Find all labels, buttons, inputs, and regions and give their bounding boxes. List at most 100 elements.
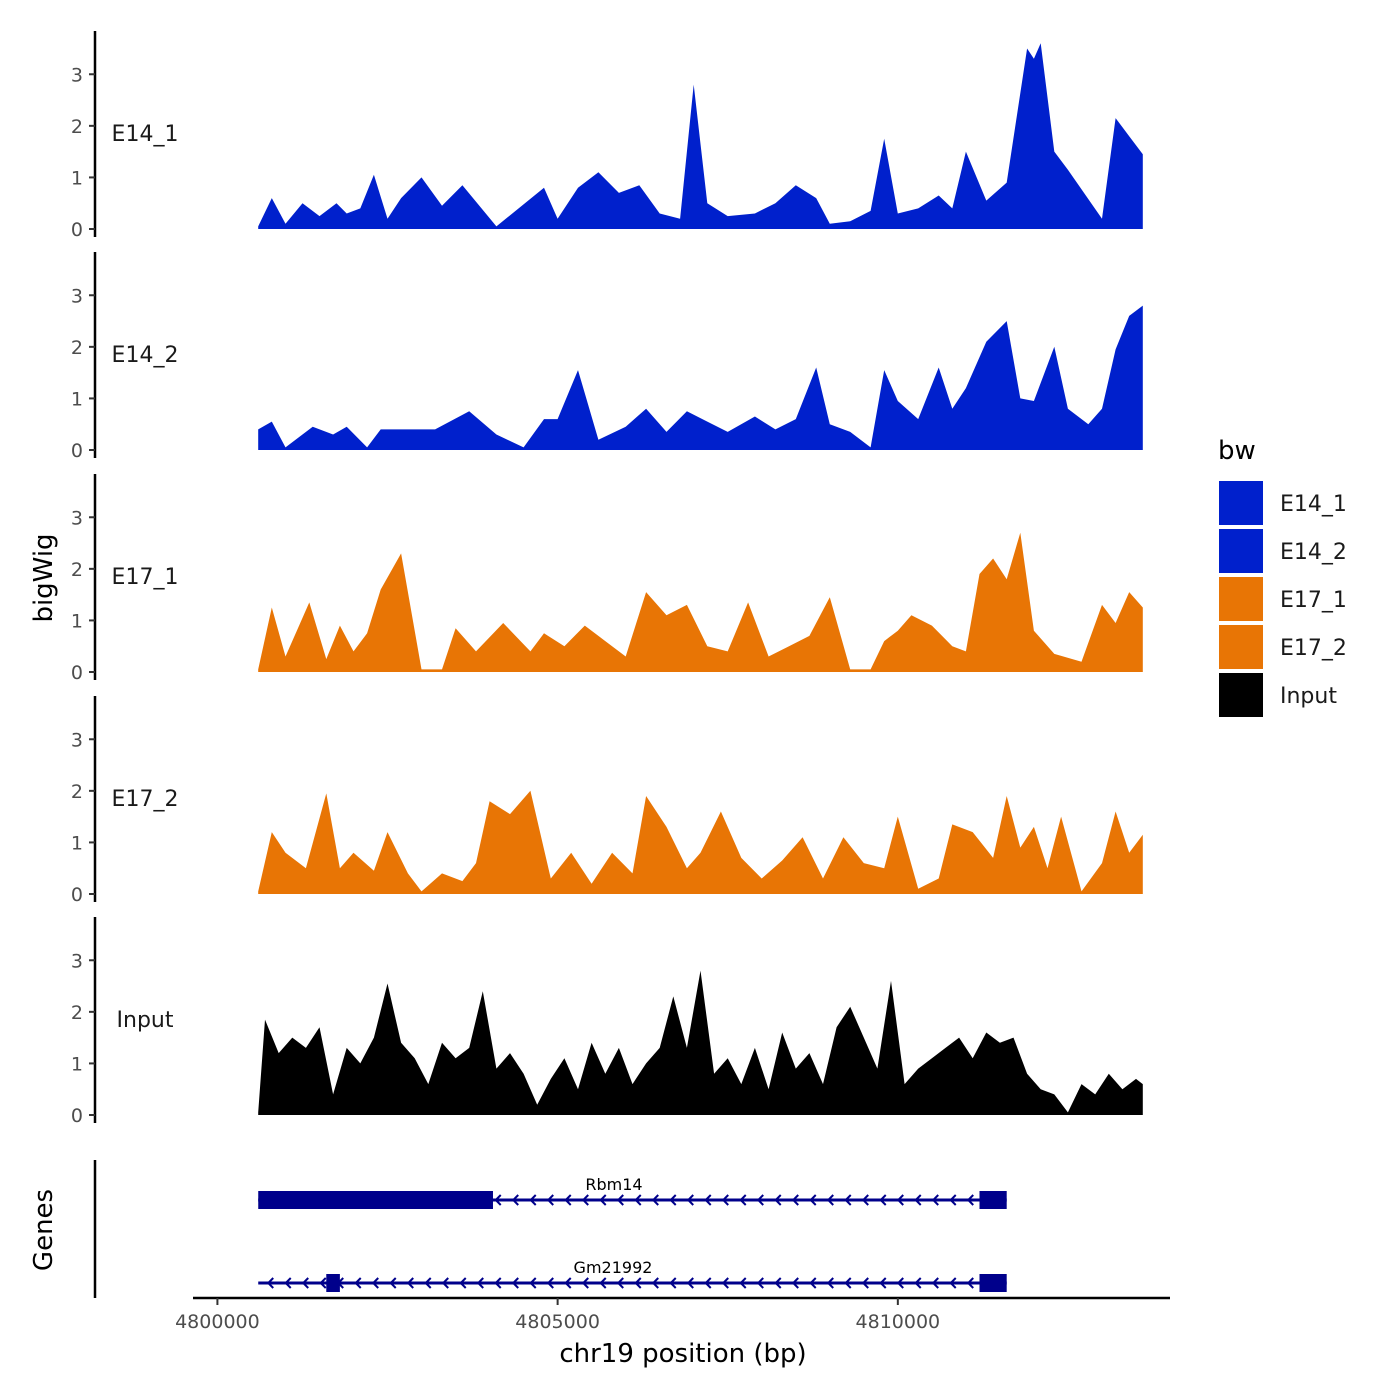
y-tick-label: 0: [71, 1105, 83, 1127]
legend-swatch-input: [1217, 671, 1265, 719]
strand-arrow: [861, 1277, 869, 1289]
gene-rbm14: Rbm14: [258, 1175, 1007, 1209]
strand-arrow: [564, 1277, 572, 1289]
strand-arrow: [651, 1194, 659, 1206]
y-tick-label: 2: [71, 116, 83, 138]
genes-axis-title: Genes: [29, 1189, 59, 1271]
legend-swatch-e17_2: [1217, 623, 1265, 671]
strand-arrow: [371, 1277, 379, 1289]
y-tick-label: 3: [71, 64, 83, 86]
strand-arrow: [756, 1277, 764, 1289]
y-tick-label: 2: [71, 559, 83, 581]
strand-arrow: [686, 1277, 694, 1289]
y-tick-label: 2: [71, 337, 83, 359]
track-panel-e14_2: 0 1 2 3 E14_2: [71, 252, 1143, 462]
gene-exon: [326, 1274, 340, 1292]
track-panel-input: 0 1 2 3 Input: [71, 917, 1143, 1127]
track-panel-e14_1: 0 1 2 3 E14_1: [71, 31, 1143, 241]
strand-arrow: [441, 1277, 449, 1289]
x-tick-label: 4810000: [856, 1311, 941, 1333]
strand-arrow: [266, 1277, 274, 1289]
strand-arrow: [844, 1277, 852, 1289]
strand-arrow: [966, 1194, 974, 1206]
strand-arrow: [791, 1277, 799, 1289]
strand-arrow: [721, 1194, 729, 1206]
gene-gm21992: Gm21992: [258, 1258, 1007, 1292]
track-label: E17_1: [112, 565, 179, 590]
strand-arrow: [844, 1194, 852, 1206]
strand-arrow: [931, 1277, 939, 1289]
strand-arrow: [599, 1277, 607, 1289]
strand-arrow: [511, 1194, 519, 1206]
strand-arrow: [809, 1194, 817, 1206]
legend-label-e17_2: E17_2: [1280, 636, 1347, 661]
strand-arrow: [756, 1194, 764, 1206]
gene-exon: [258, 1191, 493, 1209]
strand-arrow: [896, 1277, 904, 1289]
strand-arrow: [669, 1194, 677, 1206]
y-tick-label: 0: [71, 662, 83, 684]
strand-arrow: [634, 1277, 642, 1289]
strand-arrow: [616, 1277, 624, 1289]
strand-arrow: [319, 1277, 327, 1289]
strand-arrow: [686, 1194, 694, 1206]
strand-arrow: [581, 1194, 589, 1206]
y-tick-label: 2: [71, 1002, 83, 1024]
strand-arrow: [581, 1277, 589, 1289]
strand-arrow: [721, 1277, 729, 1289]
strand-arrow: [914, 1277, 922, 1289]
legend-label-e17_1: E17_1: [1280, 588, 1347, 613]
y-tick-label: 3: [71, 285, 83, 307]
strand-arrow: [914, 1194, 922, 1206]
strand-arrow: [826, 1277, 834, 1289]
y-tick-label: 0: [71, 440, 83, 462]
legend-swatch-e14_2: [1217, 527, 1265, 575]
strand-arrow: [424, 1277, 432, 1289]
strand-arrow: [791, 1194, 799, 1206]
strand-arrow: [739, 1194, 747, 1206]
y-tick-label: 1: [71, 832, 83, 854]
track-area-e14_2: [258, 305, 1143, 450]
strand-arrow: [739, 1277, 747, 1289]
strand-arrow: [931, 1194, 939, 1206]
strand-arrow: [301, 1277, 309, 1289]
strand-arrow: [879, 1277, 887, 1289]
track-area-e17_1: [258, 532, 1143, 672]
strand-arrow: [529, 1194, 537, 1206]
track-label: E14_2: [112, 343, 179, 368]
legend-swatch-e17_1: [1217, 575, 1265, 623]
y-tick-label: 1: [71, 388, 83, 410]
strand-arrow: [494, 1194, 502, 1206]
strand-arrow: [704, 1194, 712, 1206]
gene-label: Gm21992: [574, 1258, 653, 1277]
strand-arrow: [826, 1194, 834, 1206]
track-label: Input: [117, 1008, 174, 1033]
strand-arrow: [599, 1194, 607, 1206]
y-tick-label: 0: [71, 884, 83, 906]
strand-arrow: [651, 1277, 659, 1289]
legend-title: bw: [1218, 436, 1256, 466]
strand-arrow: [896, 1194, 904, 1206]
strand-arrow: [669, 1277, 677, 1289]
y-tick-label: 0: [71, 219, 83, 241]
strand-arrow: [476, 1277, 484, 1289]
strand-arrow: [546, 1194, 554, 1206]
strand-arrow: [564, 1194, 572, 1206]
strand-arrow: [949, 1194, 957, 1206]
y-tick-label: 3: [71, 729, 83, 751]
strand-arrow: [354, 1277, 362, 1289]
y-tick-label: 1: [71, 167, 83, 189]
strand-arrow: [634, 1194, 642, 1206]
track-area-e14_1: [258, 43, 1143, 229]
x-axis: 4800000 4805000 4810000: [175, 1296, 1170, 1333]
gene-label: Rbm14: [585, 1175, 642, 1194]
strand-arrow: [861, 1194, 869, 1206]
strand-arrow: [494, 1277, 502, 1289]
strand-arrow: [459, 1277, 467, 1289]
strand-arrow: [546, 1277, 554, 1289]
strand-arrow: [879, 1194, 887, 1206]
gene-exon: [979, 1274, 1007, 1292]
strand-arrow: [704, 1277, 712, 1289]
bigwig-tracks: 0 1 2 3 E14_1 0 1 2 3 E14_2 0 1 2 3 E17_1 0 1 2 3 E17_2 0 1 2 3…: [71, 31, 1143, 1127]
